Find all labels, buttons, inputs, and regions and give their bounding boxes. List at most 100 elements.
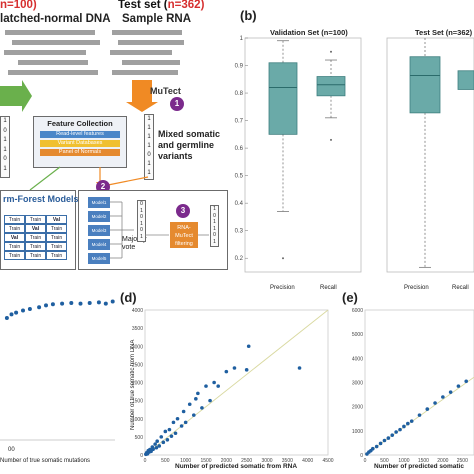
rna-read-bar (112, 30, 182, 35)
data-point (297, 366, 302, 370)
y-tick-label: 3000 (132, 344, 143, 350)
y-tick-label: 6000 (352, 308, 363, 314)
data-point (456, 384, 461, 388)
data-point (232, 366, 237, 370)
data-point (204, 384, 208, 388)
panel-b-letter: (b) (240, 8, 257, 23)
dna-read-bar (18, 60, 88, 65)
x-tick-label: 500 (161, 458, 170, 464)
feature-collection-box: Feature Collection Read-level features V… (33, 116, 127, 168)
rna-mutect-filter-box: RNA-MuTect filtering (170, 222, 198, 248)
mixed-variants-label: Mixed somatic and germline variants (158, 129, 221, 161)
y-tick-label: 0.3 (235, 229, 244, 235)
box-recall (457, 70, 474, 90)
data-point (394, 430, 398, 434)
data-point (159, 435, 164, 439)
data-point (192, 413, 196, 417)
x-tick-label: 1000 (398, 458, 409, 464)
model-box: Model3 (88, 225, 110, 236)
train-set-count: n=100) (0, 0, 37, 11)
y-tick-label: 1500 (132, 399, 143, 405)
data-point (153, 442, 157, 446)
panel-a-workflow: n=100) latched-normal DNA Test set (n=36… (0, 0, 228, 280)
x-tick-label: 1500 (200, 458, 211, 464)
rna-read-bar (110, 50, 172, 55)
green-arrow-icon (0, 80, 32, 112)
table-cell: Train (4, 251, 25, 260)
box-recall (316, 76, 346, 97)
data-point (78, 301, 83, 306)
y-tick-label: 0.2 (235, 256, 244, 262)
test-set-count: n=362) (167, 0, 205, 11)
y-tick-label: 5000 (352, 332, 363, 338)
y-tick-label: 4000 (352, 356, 363, 362)
orange-arrow-icon (126, 80, 158, 112)
test-boxes (409, 38, 474, 268)
data-point (175, 416, 180, 421)
data-point (406, 421, 410, 426)
y-tick-label: 0.9 (235, 64, 244, 70)
data-point (169, 434, 174, 438)
diagonal-line (144, 309, 329, 456)
test-set-heading: Test set (n=362) (118, 0, 204, 11)
data-point (44, 303, 48, 308)
data-point (425, 407, 430, 411)
table-cell: Train (25, 215, 46, 224)
rna-read-bar (122, 60, 180, 65)
scatter-d-points (144, 344, 302, 457)
validation-xtick-precision: Precision (270, 285, 295, 291)
step-3-icon: 3 (176, 204, 190, 218)
data-point (183, 420, 188, 425)
data-point (110, 299, 115, 304)
scatter-c-xtick: 00 (8, 447, 15, 453)
x-tick-label: 4000 (302, 458, 313, 464)
data-point (448, 390, 453, 394)
data-point (157, 444, 162, 448)
feature-item-variant-db: Variant Databases (40, 140, 120, 147)
y-tick-label: 0 (140, 453, 143, 459)
data-point (196, 391, 200, 396)
validation-chart-title: Validation Set (n=100) (270, 28, 348, 37)
y-tick-label: 1 (240, 36, 244, 42)
data-point (163, 429, 168, 434)
scatter-c-xlabel: Number of true somatic mutations (0, 458, 91, 464)
feature-item-panel-normals: Panel of Normals (40, 149, 120, 156)
data-point (155, 439, 159, 444)
x-tick-label: 2000 (437, 458, 448, 464)
data-point (60, 301, 65, 306)
data-point (37, 305, 42, 310)
table-cell: Train (25, 233, 46, 242)
model-box: Model1 (88, 197, 110, 208)
data-point (87, 301, 92, 305)
data-point (246, 344, 251, 349)
data-point (69, 301, 74, 305)
dna-read-bar (5, 30, 95, 35)
data-point (433, 401, 437, 405)
y-tick-label: 0.8 (235, 91, 244, 97)
data-point (50, 302, 55, 307)
data-point (200, 406, 204, 410)
x-tick-label: 1500 (418, 458, 429, 464)
test-subtitle: Sample RNA (122, 13, 192, 25)
y-tick-label: 0 (360, 453, 363, 459)
rna-read-bar (118, 40, 184, 45)
panel-e-letter: (e) (342, 290, 358, 305)
test-set-label: Test set ( (118, 0, 168, 11)
scatter-d-axes: 0 500 1000 1500 2000 2500 3000 3500 4000 4500 0 500… (132, 308, 334, 464)
data-point (244, 368, 249, 372)
table-cell: Train (4, 224, 25, 233)
data-point (167, 427, 172, 432)
box-precision (268, 62, 298, 135)
x-tick-label: 0 (144, 458, 147, 464)
data-point (4, 316, 9, 320)
train-subtitle: latched-normal DNA (0, 13, 111, 25)
feature-item-read-level: Read-level features (40, 131, 120, 138)
dna-read-bar (4, 50, 86, 55)
data-point (224, 369, 229, 374)
x-tick-label: 4500 (322, 458, 333, 464)
x-tick-label: 3500 (282, 458, 293, 464)
